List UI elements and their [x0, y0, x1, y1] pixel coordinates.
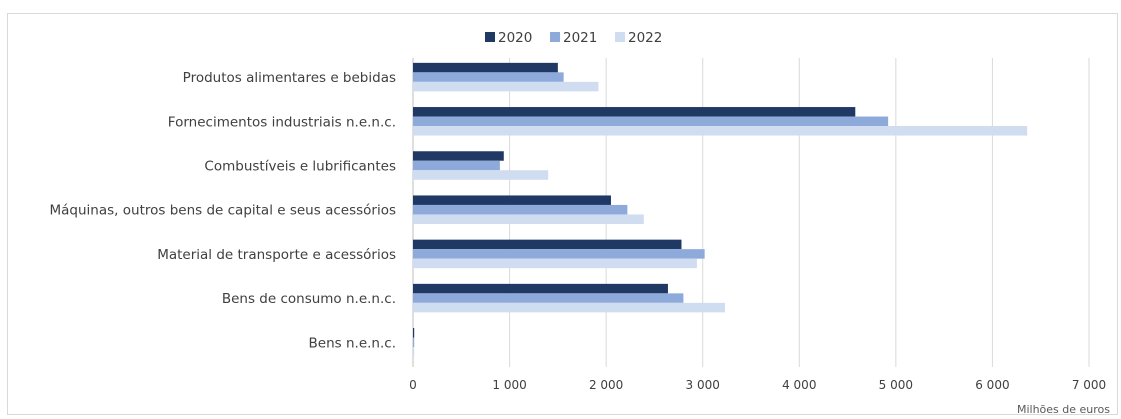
x-tick-label: 1 000 [492, 378, 526, 392]
category-label: Bens n.e.n.c. [309, 335, 396, 351]
bar-2022 [413, 214, 644, 224]
bar-2020 [413, 283, 668, 294]
bar-2020 [413, 151, 504, 161]
legend: 2020 2021 2022 [485, 30, 662, 46]
bar-2020 [413, 62, 558, 73]
bar-2022 [413, 347, 415, 357]
bars [413, 62, 1028, 357]
category-label: Máquinas, outros bens de capital e seus … [50, 203, 396, 219]
category-label: Combustíveis e lubrificantes [204, 159, 396, 175]
x-tick-label: 7 000 [1072, 378, 1106, 392]
bar-2022 [413, 170, 549, 180]
category-labels: Produtos alimentares e bebidas Fornecimen… [50, 70, 396, 351]
x-tick-label: 4 000 [782, 378, 816, 392]
x-tick-label: 6 000 [975, 378, 1009, 392]
bar-2022 [413, 126, 1028, 136]
bar-2020 [413, 107, 856, 117]
bar-2020 [413, 195, 611, 205]
bar-2021 [413, 249, 705, 259]
legend-label-2022: 2022 [628, 30, 662, 46]
x-tick-labels: 0 1 000 2 000 3 000 4 000 5 000 6 000 7 000 [409, 378, 1106, 392]
bar-2021 [413, 72, 564, 82]
bar-2021 [413, 116, 889, 127]
bar-2021 [413, 293, 684, 303]
category-label: Bens de consumo n.e.n.c. [222, 291, 396, 307]
x-tick-label: 5 000 [879, 378, 913, 392]
category-label: Fornecimentos industriais n.e.n.c. [168, 114, 396, 130]
bar-2021 [413, 204, 628, 215]
bar-2022 [413, 81, 599, 92]
category-label: Material de transporte e acessórios [157, 247, 396, 263]
bar-2022 [413, 302, 725, 313]
bar-2021 [413, 337, 415, 348]
legend-label-2020: 2020 [498, 30, 532, 46]
x-tick-label: 2 000 [589, 378, 623, 392]
legend-swatch-2022 [615, 32, 625, 42]
legend-label-2021: 2021 [563, 30, 597, 46]
legend-swatch-2021 [550, 32, 560, 42]
category-label: Produtos alimentares e bebidas [183, 70, 396, 86]
bar-2020 [413, 328, 415, 338]
legend-swatch-2020 [485, 32, 495, 42]
x-axis-label: Milhões de euros [1017, 403, 1110, 416]
bar-2020 [413, 239, 682, 250]
x-tick-label: 0 [409, 378, 417, 392]
bar-2021 [413, 160, 500, 171]
x-tick-label: 3 000 [686, 378, 720, 392]
bar-2022 [413, 258, 697, 269]
